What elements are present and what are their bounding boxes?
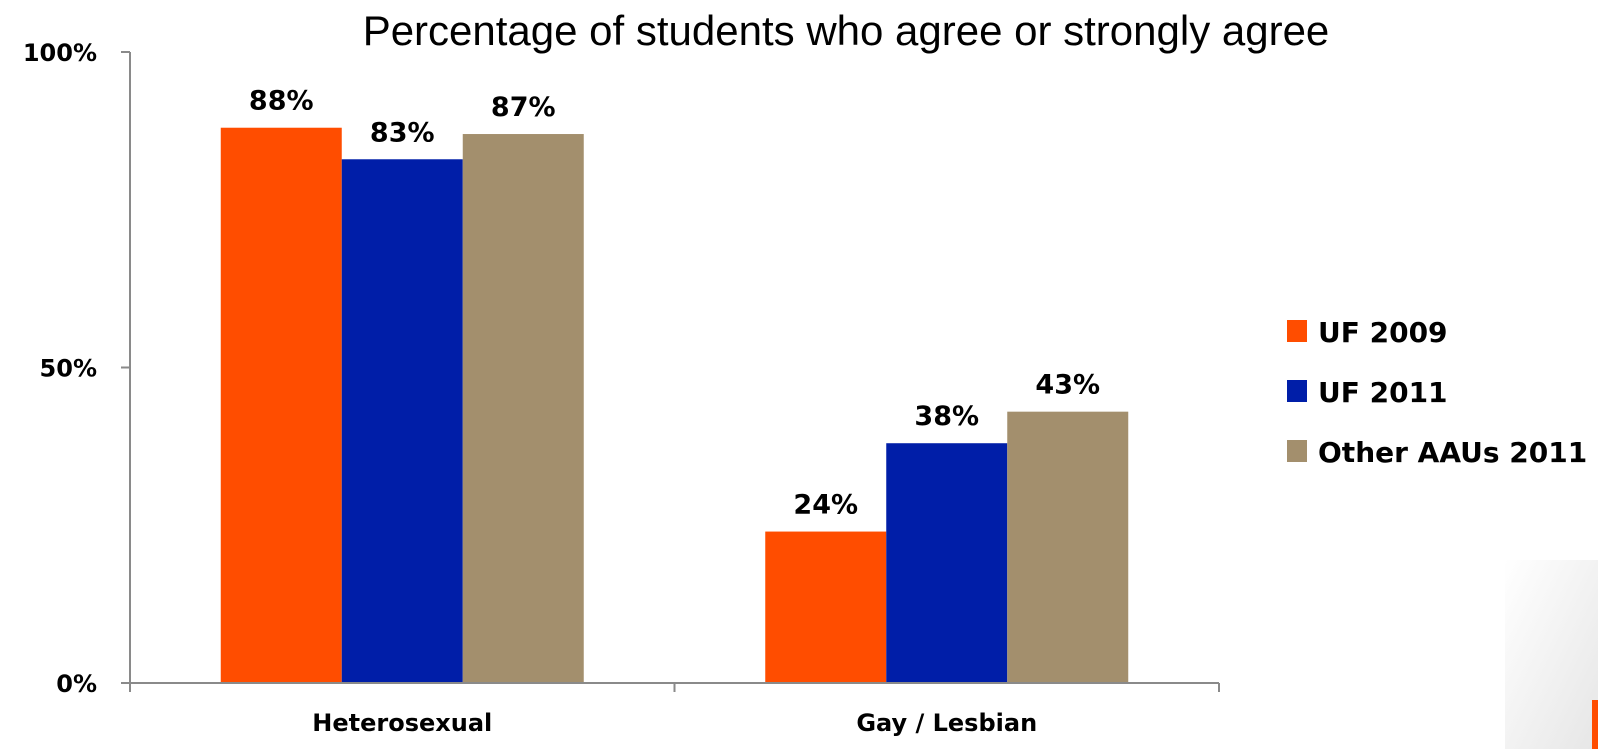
bar-other-aaus-2011-heterosexual — [462, 134, 584, 683]
data-label: 83% — [370, 117, 435, 148]
legend: UF 2009 UF 2011 Other AAUs 2011 — [1287, 316, 1587, 469]
legend-swatch — [1287, 440, 1307, 462]
axes-group: Heterosexual Gay / Lesbian 0% 50% 100% — [23, 39, 1220, 737]
category-label: Gay / Lesbian — [856, 709, 1037, 737]
legend-swatch — [1287, 380, 1307, 402]
data-label: 38% — [914, 401, 979, 432]
data-labels-group: 88% 83% 87% 24% 38% 43% — [249, 86, 1100, 521]
bar-uf-2009-gay-lesbian — [765, 531, 887, 683]
data-label: 88% — [249, 86, 314, 117]
background-shade — [1505, 560, 1598, 749]
bar-uf-2011-heterosexual — [341, 159, 463, 683]
y-tick-label: 0% — [56, 670, 97, 698]
y-tick-label: 100% — [23, 39, 97, 67]
legend-label: UF 2011 — [1318, 376, 1448, 409]
data-label: 24% — [793, 490, 858, 521]
legend-label: UF 2009 — [1318, 316, 1448, 349]
chart-title: Percentage of students who agree or stro… — [363, 7, 1330, 54]
bars-group — [220, 127, 1129, 684]
data-label: 87% — [491, 92, 556, 123]
legend-label: Other AAUs 2011 — [1318, 436, 1587, 469]
bar-uf-2009-heterosexual — [220, 127, 342, 684]
y-tick-label: 50% — [40, 355, 97, 383]
legend-swatch — [1287, 320, 1307, 342]
category-label: Heterosexual — [312, 709, 492, 737]
corner-accent — [1592, 700, 1598, 749]
bar-uf-2011-gay-lesbian — [886, 443, 1008, 683]
bar-other-aaus-2011-gay-lesbian — [1007, 411, 1129, 683]
data-label: 43% — [1035, 370, 1100, 401]
